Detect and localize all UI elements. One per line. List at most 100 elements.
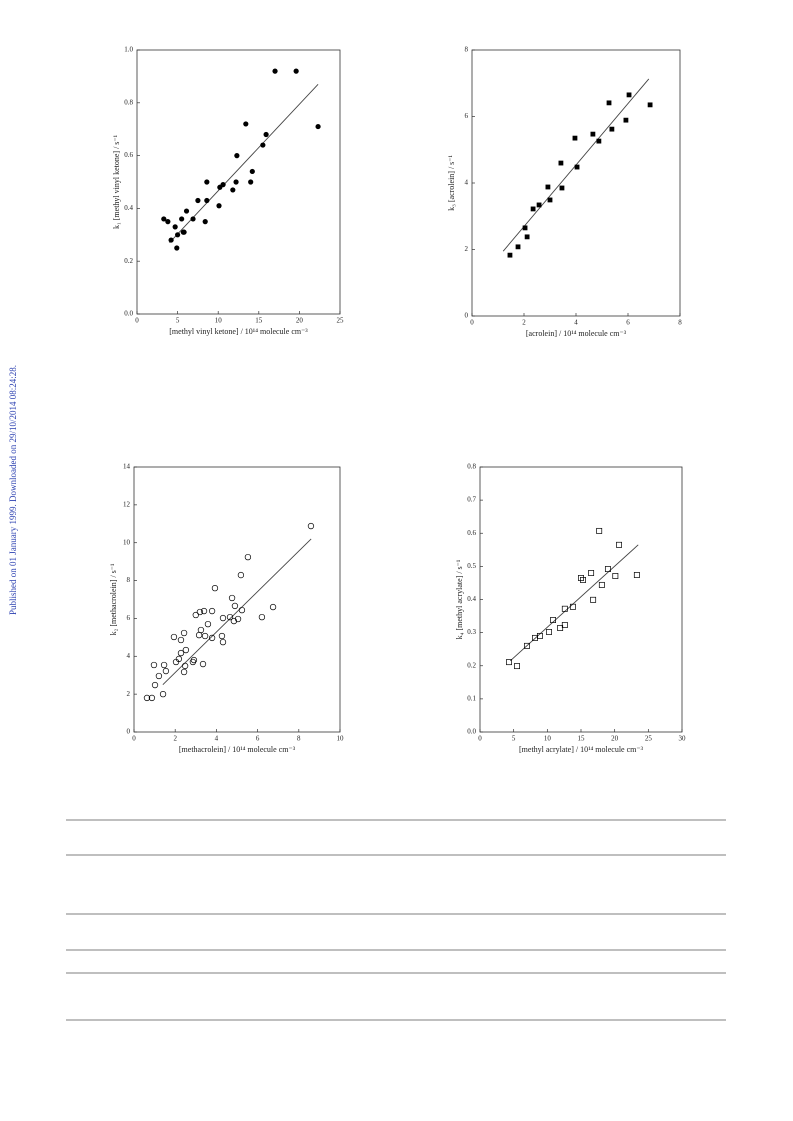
y-tick-label: 0.4 bbox=[467, 595, 476, 603]
y-tick-label: 0.4 bbox=[124, 204, 133, 212]
fit-line bbox=[169, 84, 319, 244]
point bbox=[238, 606, 246, 614]
x-tick-label: 20 bbox=[611, 735, 619, 743]
x-axis-label: [methacrolein] / 10¹⁴ molecule cm⁻³ bbox=[179, 745, 296, 754]
point bbox=[522, 225, 528, 231]
point bbox=[578, 575, 584, 581]
point bbox=[590, 596, 597, 603]
plot-frame bbox=[136, 49, 341, 315]
y-tick-label: 1.0 bbox=[124, 46, 133, 54]
point bbox=[557, 625, 564, 631]
y-tick-label: 6 bbox=[465, 112, 469, 120]
y-tick-label: 2 bbox=[127, 690, 131, 698]
point bbox=[626, 92, 632, 98]
point bbox=[590, 131, 596, 137]
y-tick-label: 0.6 bbox=[467, 529, 476, 537]
point bbox=[260, 142, 266, 148]
x-tick-label: 10 bbox=[337, 735, 345, 743]
x-tick-label: 2 bbox=[522, 319, 526, 327]
point bbox=[569, 603, 576, 610]
point bbox=[143, 694, 151, 702]
point bbox=[218, 632, 226, 640]
point bbox=[172, 224, 178, 230]
chart: 0 5 10 15 20 25 30 0.0 0.1 0.2 0.3 0.4 0.5 0.6 0.7 0.8 [… bbox=[455, 463, 686, 754]
y-tick-label: 0 bbox=[127, 728, 131, 736]
point bbox=[596, 138, 602, 144]
point bbox=[536, 632, 543, 639]
side-note: Published on 01 January 1999. Downloaded… bbox=[8, 365, 18, 615]
point bbox=[190, 216, 196, 222]
point bbox=[219, 638, 227, 646]
point bbox=[598, 581, 605, 588]
point bbox=[536, 202, 542, 208]
y-tick-label: 6 bbox=[127, 614, 131, 622]
point bbox=[228, 594, 236, 602]
plot-frame bbox=[479, 466, 683, 733]
x-tick-label: 8 bbox=[678, 319, 682, 327]
point bbox=[165, 219, 171, 225]
y-tick-label: 0.3 bbox=[467, 628, 476, 636]
y-tick-label: 4 bbox=[127, 652, 131, 660]
y-tick-label: 14 bbox=[123, 463, 131, 471]
point bbox=[506, 659, 512, 666]
point bbox=[524, 234, 530, 240]
point bbox=[150, 661, 158, 669]
point bbox=[226, 613, 234, 621]
point bbox=[216, 203, 222, 209]
point bbox=[182, 646, 190, 654]
point bbox=[604, 566, 611, 572]
x-tick-label: 0 bbox=[478, 735, 482, 743]
point bbox=[623, 117, 629, 123]
point bbox=[189, 658, 197, 666]
point bbox=[616, 541, 622, 548]
y-tick-label: 0.7 bbox=[467, 496, 476, 504]
point bbox=[204, 179, 210, 185]
point bbox=[160, 661, 168, 669]
point bbox=[558, 160, 564, 166]
point bbox=[606, 100, 612, 106]
chart: 0 5 10 15 20 25 0.0 0.2 0.4 0.6 0.8 1.0 [methyl viny… bbox=[112, 46, 344, 336]
point bbox=[220, 182, 226, 188]
y-axis-label: k₄ [methyl acrylate] / s⁻¹ bbox=[455, 559, 464, 639]
point bbox=[192, 611, 199, 619]
x-tick-label: 5 bbox=[512, 735, 516, 743]
point bbox=[233, 179, 239, 185]
point bbox=[180, 629, 188, 637]
point bbox=[572, 135, 578, 141]
x-tick-label: 4 bbox=[574, 319, 578, 327]
y-tick-label: 2 bbox=[465, 245, 469, 253]
x-tick-label: 2 bbox=[173, 735, 177, 743]
point bbox=[530, 206, 536, 212]
x-tick-label: 4 bbox=[215, 735, 219, 743]
x-tick-label: 10 bbox=[544, 735, 552, 743]
x-tick-label: 0 bbox=[132, 735, 136, 743]
point bbox=[177, 636, 185, 644]
point bbox=[161, 216, 167, 222]
point bbox=[197, 626, 205, 634]
point bbox=[547, 197, 553, 203]
point bbox=[559, 185, 565, 191]
point bbox=[204, 197, 210, 204]
x-tick-label: 25 bbox=[337, 317, 345, 325]
point bbox=[272, 68, 278, 74]
point bbox=[249, 168, 255, 175]
point bbox=[263, 131, 269, 138]
chart: 0 2 4 6 8 0 2 4 6 8 [acrolein] / 10¹⁴ molecule cm⁻… bbox=[447, 46, 682, 338]
point bbox=[219, 614, 227, 622]
point bbox=[234, 615, 242, 623]
point bbox=[609, 126, 615, 132]
point bbox=[244, 553, 252, 561]
point bbox=[269, 603, 277, 611]
point bbox=[230, 617, 238, 625]
point bbox=[561, 605, 568, 612]
point bbox=[596, 527, 603, 534]
x-tick-label: 5 bbox=[176, 317, 180, 325]
x-tick-label: 0 bbox=[470, 319, 474, 327]
point bbox=[237, 571, 245, 579]
y-tick-label: 0.8 bbox=[124, 98, 133, 106]
x-tick-label: 8 bbox=[297, 735, 301, 743]
y-tick-label: 0 bbox=[465, 312, 469, 320]
y-axis-label: k₂ [methacrolein] / s⁻¹ bbox=[109, 563, 118, 635]
x-tick-label: 6 bbox=[256, 735, 260, 743]
